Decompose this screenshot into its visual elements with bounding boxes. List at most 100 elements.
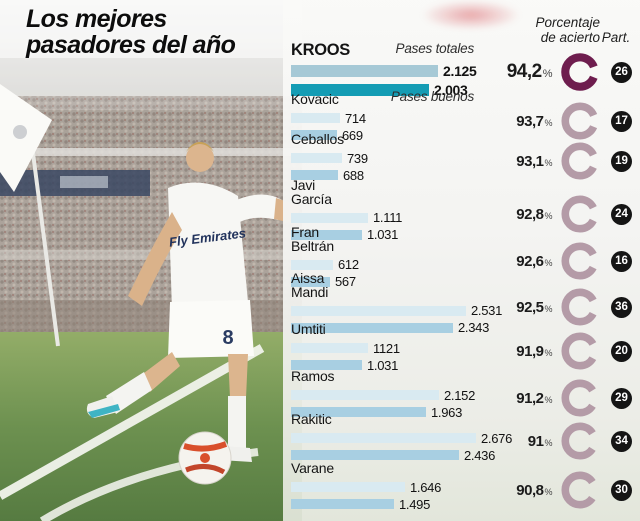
appearances-badge: 36 <box>611 296 632 318</box>
good-passes-value: 688 <box>343 167 364 183</box>
appearances-badge: 20 <box>611 340 632 362</box>
player-row: Fran Beltrán 612 567 92,6% 16 <box>291 224 636 291</box>
accuracy-ring-gauge <box>561 53 599 91</box>
accuracy-ring-gauge <box>561 471 599 509</box>
player-row: Kovacic 714 669 93,7% 17 <box>291 92 636 145</box>
player-row: Aissa Mandi 2.531 2.343 92,5% 36 <box>291 270 636 337</box>
player-stats: 93,1% 19 <box>488 142 632 180</box>
column-header-accuracy: Porcentaje de acierto <box>535 15 600 45</box>
accuracy-percentage: 94,2% <box>506 61 553 82</box>
accuracy-ring-gauge <box>561 422 599 460</box>
total-passes-value: 2.531 <box>471 303 503 318</box>
left-thigh <box>140 352 180 392</box>
good-passes-value: 1.031 <box>367 227 399 242</box>
player-name: Varane <box>291 460 334 476</box>
player-name: Umtiti <box>291 321 326 337</box>
head <box>186 144 214 172</box>
good-passes-value: 1.495 <box>399 496 431 512</box>
player-row: Ceballos 739 688 93,1% 19 <box>291 132 636 185</box>
good-passes-bar <box>291 499 394 509</box>
column-header-appearances: Part. <box>601 30 631 45</box>
player-name: Javi García <box>291 177 332 207</box>
background-photo: Fly Emirates 8 <box>0 0 302 521</box>
boot-sole <box>88 404 120 418</box>
total-passes-bar <box>291 212 368 223</box>
title-line-1: Los mejores <box>26 5 167 33</box>
photo-red-blur <box>421 0 521 30</box>
football <box>178 431 232 485</box>
good-passes-bar <box>291 276 330 287</box>
shorts <box>168 300 254 358</box>
title-line-2: pasadores del año <box>26 31 236 59</box>
player-stats: 92,8% 24 <box>488 195 632 233</box>
player-stats: 91,9% 20 <box>488 332 632 370</box>
good-passes-value: 2.003 <box>434 82 468 98</box>
good-passes-bar <box>291 322 453 333</box>
touchline <box>0 344 265 500</box>
player-name: KROOS <box>291 41 351 59</box>
left-arm <box>128 212 182 306</box>
total-passes-bar <box>291 343 368 353</box>
total-passes-value: 739 <box>347 150 368 166</box>
good-passes-bar <box>291 450 459 460</box>
total-passes-value: 1.646 <box>410 479 442 495</box>
good-passes-value: 567 <box>335 274 356 289</box>
bars: 2.125 2.003 <box>291 63 636 98</box>
bars: 2.152 1.963 <box>291 388 636 420</box>
player-name: Aissa Mandi <box>291 270 329 300</box>
player-row: Varane 1.646 1.495 90,8% 30 <box>291 460 636 514</box>
player-stats: 91% 34 <box>488 422 632 460</box>
good-passes-value: 1.031 <box>367 357 399 373</box>
player-row: Ramos 2.152 1.963 91,2% 29 <box>291 368 636 422</box>
total-passes-bar <box>291 390 439 400</box>
legend-pases-buenos: Pases buenos <box>390 89 474 104</box>
legend-pases-totales: Pases totales <box>395 41 475 56</box>
good-passes-value: 2.436 <box>464 447 496 463</box>
accuracy-percentage: 93,1% <box>516 152 552 170</box>
accuracy-ring-gauge <box>561 102 599 140</box>
bars: 1121 1.031 <box>291 341 636 373</box>
bars: 612 567 <box>291 257 636 289</box>
good-passes-value: 669 <box>342 127 363 143</box>
accuracy-percentage: 92,5% <box>516 298 552 316</box>
total-passes-bar <box>291 153 342 163</box>
left-sock <box>106 372 152 414</box>
bars: 1.646 1.495 <box>291 480 636 512</box>
good-passes-value: 2.343 <box>458 320 490 335</box>
appearances-badge: 17 <box>611 110 632 132</box>
appearances-badge: 34 <box>611 430 632 452</box>
total-passes-value: 714 <box>345 110 366 126</box>
accuracy-ring-gauge <box>561 288 599 326</box>
good-passes-value: 1.963 <box>431 404 463 420</box>
player-name: Fran Beltrán <box>291 224 334 254</box>
corner-flag <box>0 84 52 192</box>
total-passes-value: 1121 <box>373 340 400 356</box>
good-passes-bar <box>291 407 426 417</box>
player-row: KROOS 2.125 2.003 94,2% 26 Pases totales… <box>291 41 636 104</box>
appearances-badge: 19 <box>611 150 632 172</box>
good-passes-bar <box>291 229 362 240</box>
accuracy-percentage: 91,2% <box>516 389 552 407</box>
accuracy-ring-gauge <box>561 242 599 280</box>
player-name: Ramos <box>291 368 335 384</box>
bars: 739 688 <box>291 151 636 183</box>
total-passes-value: 2.125 <box>443 63 477 79</box>
jersey <box>168 182 248 315</box>
player-row: Umtiti 1121 1.031 91,9% 20 <box>291 321 636 375</box>
good-passes-bar <box>291 130 337 140</box>
accuracy-ring-gauge <box>561 332 599 370</box>
appearances-badge: 29 <box>611 387 632 409</box>
player-name: Rakitic <box>291 411 332 427</box>
total-passes-value: 2.676 <box>481 430 513 446</box>
accuracy-percentage: 93,7% <box>516 112 552 130</box>
hair <box>186 142 214 152</box>
chart-panel: Porcentaje de acierto Part. KROOS 2.125 … <box>283 0 640 521</box>
flag-crest <box>13 125 27 139</box>
total-passes-value: 2.152 <box>444 387 476 403</box>
accuracy-percentage: 91,9% <box>516 342 552 360</box>
right-thigh <box>228 354 248 398</box>
appearances-badge: 26 <box>611 61 632 83</box>
stadium-scene: Fly Emirates 8 <box>0 0 302 521</box>
accuracy-percentage: 92,8% <box>516 205 552 223</box>
